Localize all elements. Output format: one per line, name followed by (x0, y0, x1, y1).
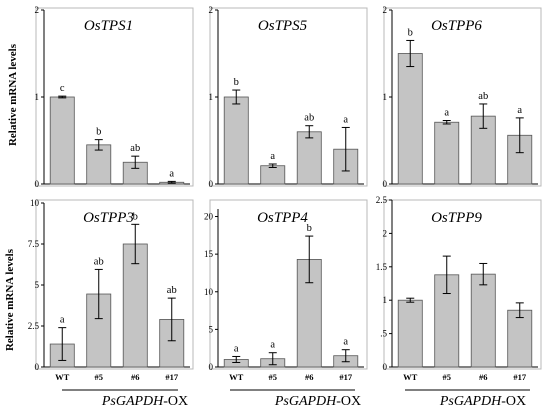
y-tick-label: 5 (35, 280, 40, 290)
significance-label: ab (304, 113, 314, 124)
category-label: WT (403, 372, 418, 382)
y-tick-label: .5 (380, 329, 387, 339)
y-tick-label: 1 (209, 92, 214, 102)
bar (397, 53, 423, 185)
y-tick-label: 2 (35, 5, 40, 15)
y-tick-label: 20 (204, 212, 214, 222)
y-axis-label-top: Relative mRNA levels (7, 43, 19, 146)
significance-label: a (270, 340, 275, 351)
category-label: #5 (95, 372, 104, 382)
y-tick-label: 5 (209, 324, 214, 334)
y-tick-label: 0 (35, 179, 40, 189)
bar (223, 96, 249, 185)
significance-label: b (408, 27, 413, 38)
panel-title: OsTPP4 (257, 210, 308, 226)
significance-label: b (96, 127, 101, 138)
y-tick-label: 1 (383, 92, 388, 102)
y-tick-label: 2.5 (376, 195, 388, 205)
y-tick-label: 2 (209, 5, 214, 15)
significance-label: a (60, 315, 65, 326)
significance-label: a (343, 337, 348, 348)
bar (434, 121, 460, 185)
category-label: #17 (339, 372, 353, 382)
y-axis-label-bottom: Relative mRNA levels (4, 248, 16, 351)
significance-label: ab (478, 91, 488, 102)
y-tick-label: 0 (209, 179, 214, 189)
category-label: #6 (479, 372, 488, 382)
group-label: PsGAPDH-OX (101, 394, 188, 409)
y-tick-label: 15 (204, 249, 214, 259)
y-tick-label: 2.5 (28, 321, 40, 331)
panel-border (209, 199, 368, 370)
y-tick-label: 1 (35, 92, 40, 102)
group-label: PsGAPDH-OX (274, 394, 361, 409)
panel-ostpp4: 0 5 10 15 20 a WT a #5 b #6 a #17 OsTPP4 (204, 199, 368, 382)
panel-ostps5: 0 1 2 b a ab a OsTPS5 (209, 5, 368, 189)
panel-ostpp3: 0 2.5 5 7.5 10 a WT ab #5 b #6 ab #17 OsTPP3 (28, 198, 194, 382)
significance-label: a (270, 151, 275, 162)
panel-title: OsTPP3 (83, 210, 134, 226)
category-label: WT (55, 372, 70, 382)
significance-label: b (133, 211, 138, 222)
category-label: #17 (513, 372, 527, 382)
y-tick-label: 0 (383, 179, 388, 189)
bar (122, 243, 148, 368)
panel-title: OsTPP9 (431, 210, 482, 226)
y-tick-label: 7.5 (28, 239, 40, 249)
y-tick-label: 10 (204, 287, 214, 297)
y-tick-label: 1.5 (376, 262, 388, 272)
bar (86, 144, 112, 185)
category-label: #17 (165, 372, 179, 382)
y-tick-label: 10 (30, 198, 40, 208)
panel-ostpp6: 0 1 2 b a ab a OsTPP6 (383, 5, 542, 189)
significance-label: a (234, 343, 239, 354)
category-label: #6 (131, 372, 140, 382)
y-tick-label: 0 (383, 362, 388, 372)
bar (296, 131, 322, 185)
significance-label: ab (94, 256, 104, 267)
significance-label: b (234, 77, 239, 88)
y-tick-label: 1 (383, 295, 388, 305)
panel-title: OsTPP6 (431, 18, 482, 34)
y-tick-label: 2 (383, 5, 388, 15)
category-label: WT (229, 372, 244, 382)
y-tick-label: 0 (35, 362, 40, 372)
panel-title: OsTPS5 (258, 18, 308, 34)
bar (470, 273, 496, 368)
category-label: #6 (305, 372, 314, 382)
significance-label: a (444, 107, 449, 118)
bar (49, 96, 75, 185)
panel-ostps1: 0 1 2 c b ab a OsTPS1 (35, 5, 194, 189)
category-label: #5 (443, 372, 452, 382)
significance-label: a (517, 105, 522, 116)
group-label: PsGAPDH-OX (439, 394, 526, 409)
significance-label: b (307, 223, 312, 234)
bar (260, 165, 286, 185)
category-label: #5 (269, 372, 278, 382)
panel-ostpp9: 0 .5 1 1.5 2 2.5 WT #5 #6 #17 OsTPP9 (376, 195, 542, 382)
y-tick-label: 0 (209, 362, 214, 372)
significance-label: a (343, 114, 348, 125)
significance-label: a (169, 168, 174, 179)
bar (397, 299, 423, 368)
panel-title: OsTPS1 (84, 18, 133, 34)
significance-label: c (60, 83, 65, 94)
significance-label: ab (130, 143, 140, 154)
bar (507, 309, 533, 368)
y-tick-label: 2 (383, 228, 388, 238)
significance-label: ab (167, 285, 177, 296)
